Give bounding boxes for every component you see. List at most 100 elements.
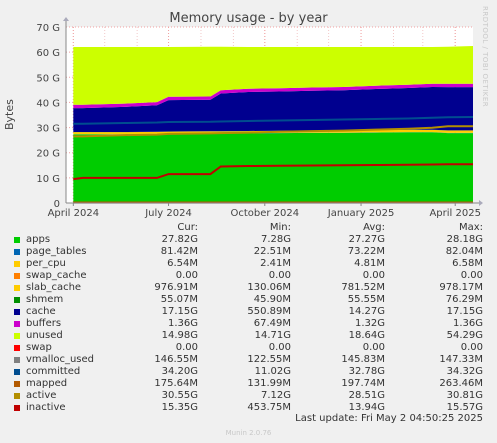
x-axis-arrow-icon <box>479 200 483 206</box>
legend-cur-value: 6.54M <box>167 258 198 269</box>
legend-swatch <box>14 249 20 255</box>
legend-avg-value: 145.83M <box>341 354 385 365</box>
area-buffers <box>73 83 474 109</box>
legend-swatch <box>14 237 20 243</box>
legend-cur-value: 27.82G <box>161 234 198 245</box>
area-unused <box>73 46 474 105</box>
legend-series-name: vmalloc_used <box>26 354 95 365</box>
legend-header-cur: Cur: <box>177 222 198 233</box>
legend-row-vmalloc-used: vmalloc_used 146.55M 122.55M 145.83M 147.33M <box>0 353 497 365</box>
legend-series-name: swap <box>26 342 52 353</box>
y-tick-label: 30 G <box>36 124 60 135</box>
legend-swatch <box>14 309 20 315</box>
chart-title: Memory usage - by year <box>169 11 328 26</box>
legend-cur-value: 0.00 <box>175 270 198 281</box>
legend-max-value: 978.17M <box>439 282 483 293</box>
legend-row-cache: cache 17.15G 550.89M 14.27G 17.15G <box>0 305 497 317</box>
legend-swatch <box>14 393 20 399</box>
legend-header-max: Max: <box>458 222 483 233</box>
legend-cur-value: 15.35G <box>161 402 198 413</box>
legend-swatch <box>14 273 20 279</box>
legend-avg-value: 1.32G <box>354 318 385 329</box>
legend-avg-value: 55.55M <box>347 294 385 305</box>
y-tick-label: 0 <box>54 199 60 210</box>
legend-max-value: 263.46M <box>439 378 483 389</box>
legend-cur-value: 146.55M <box>154 354 198 365</box>
legend-max-value: 28.18G <box>446 234 483 245</box>
legend-row-slab-cache: slab_cache 976.91M 130.06M 781.52M 978.17M <box>0 281 497 293</box>
x-tick-label: April 2025 <box>429 208 480 219</box>
legend-series-name: unused <box>26 330 63 341</box>
legend-row-mapped: mapped 175.64M 131.99M 197.74M 263.46M <box>0 377 497 389</box>
legend-avg-value: 73.22M <box>347 246 385 257</box>
legend-cur-value: 34.20G <box>161 366 198 377</box>
y-tick-label: 70 G <box>36 23 60 34</box>
line-committed <box>73 116 474 125</box>
legend-cur-value: 1.36G <box>167 318 198 329</box>
legend-swatch <box>14 345 20 351</box>
legend-cur-value: 14.98G <box>161 330 198 341</box>
legend-min-value: 14.71G <box>254 330 291 341</box>
legend-row-buffers: buffers 1.36G 67.49M 1.32G 1.36G <box>0 317 497 329</box>
legend-header-avg: Avg: <box>363 222 385 233</box>
legend-avg-value: 0.00 <box>362 270 385 281</box>
legend-row-active: active 30.55G 7.12G 28.51G 30.81G <box>0 389 497 401</box>
legend-series-name: page_tables <box>26 246 87 257</box>
x-tick-label: January 2025 <box>327 208 395 219</box>
legend-row-swap: swap 0.00 0.00 0.00 0.00 <box>0 341 497 353</box>
area-apps <box>73 132 474 203</box>
legend-cur-value: 175.64M <box>154 378 198 389</box>
y-tick-label: 10 G <box>36 174 60 185</box>
legend-avg-value: 781.52M <box>341 282 385 293</box>
legend-cur-value: 30.55G <box>161 390 198 401</box>
legend-row-per-cpu: per_cpu 6.54M 2.41M 4.81M 6.58M <box>0 257 497 269</box>
legend-max-value: 0.00 <box>460 342 483 353</box>
legend-series-name: mapped <box>26 378 68 389</box>
legend-row-apps: apps 27.82G 7.28G 27.27G 28.18G <box>0 233 497 245</box>
legend-max-value: 0.00 <box>460 270 483 281</box>
legend-max-value: 1.36G <box>452 318 483 329</box>
legend-swatch <box>14 321 20 327</box>
legend-max-value: 54.29G <box>446 330 483 341</box>
legend-cur-value: 55.07M <box>160 294 198 305</box>
legend-swatch <box>14 297 20 303</box>
legend-avg-value: 18.64G <box>348 330 385 341</box>
legend-min-value: 22.51M <box>253 246 291 257</box>
legend-row-shmem: shmem 55.07M 45.90M 55.55M 76.29M <box>0 293 497 305</box>
axes: 0 10 G 20 G 30 G 40 G 50 G 60 G 70 G April 2024 J… <box>36 17 483 219</box>
y-tick-label: 60 G <box>36 48 60 59</box>
legend-min-value: 45.90M <box>253 294 291 305</box>
legend-series-name: swap_cache <box>26 270 87 281</box>
legend-swatch <box>14 357 20 363</box>
legend-min-value: 453.75M <box>247 402 291 413</box>
legend-min-value: 67.49M <box>253 318 291 329</box>
area-cache <box>73 87 474 132</box>
legend-series-name: committed <box>26 366 81 377</box>
legend-series-name: per_cpu <box>26 258 66 269</box>
legend-swatch <box>14 261 20 267</box>
y-axis-arrow-icon <box>63 17 69 21</box>
legend-row-committed: committed 34.20G 11.02G 32.78G 34.32G <box>0 365 497 377</box>
legend-avg-value: 13.94G <box>348 402 385 413</box>
legend-min-value: 122.55M <box>247 354 291 365</box>
area-shmem <box>73 129 474 133</box>
legend-min-value: 550.89M <box>247 306 291 317</box>
legend-max-value: 147.33M <box>439 354 483 365</box>
stacked-areas <box>73 46 474 203</box>
legend-row-page-tables: page_tables 81.42M 22.51M 73.22M 82.04M <box>0 245 497 257</box>
legend-max-value: 82.04M <box>445 246 483 257</box>
legend-series-name: buffers <box>26 318 62 329</box>
legend-row-inactive: inactive 15.35G 453.75M 13.94G 15.57G <box>0 401 497 413</box>
legend-row-unused: unused 14.98G 14.71G 18.64G 54.29G <box>0 329 497 341</box>
legend-cur-value: 81.42M <box>160 246 198 257</box>
legend-swatch <box>14 285 20 291</box>
munin-version: Munin 2.0.76 <box>225 429 272 437</box>
legend-header-min: Min: <box>269 222 291 233</box>
legend-series-name: cache <box>26 306 56 317</box>
legend-cur-value: 976.91M <box>154 282 198 293</box>
line-inactive <box>73 163 473 181</box>
legend-min-value: 130.06M <box>247 282 291 293</box>
legend-max-value: 6.58M <box>452 258 483 269</box>
legend-swatch <box>14 405 20 411</box>
